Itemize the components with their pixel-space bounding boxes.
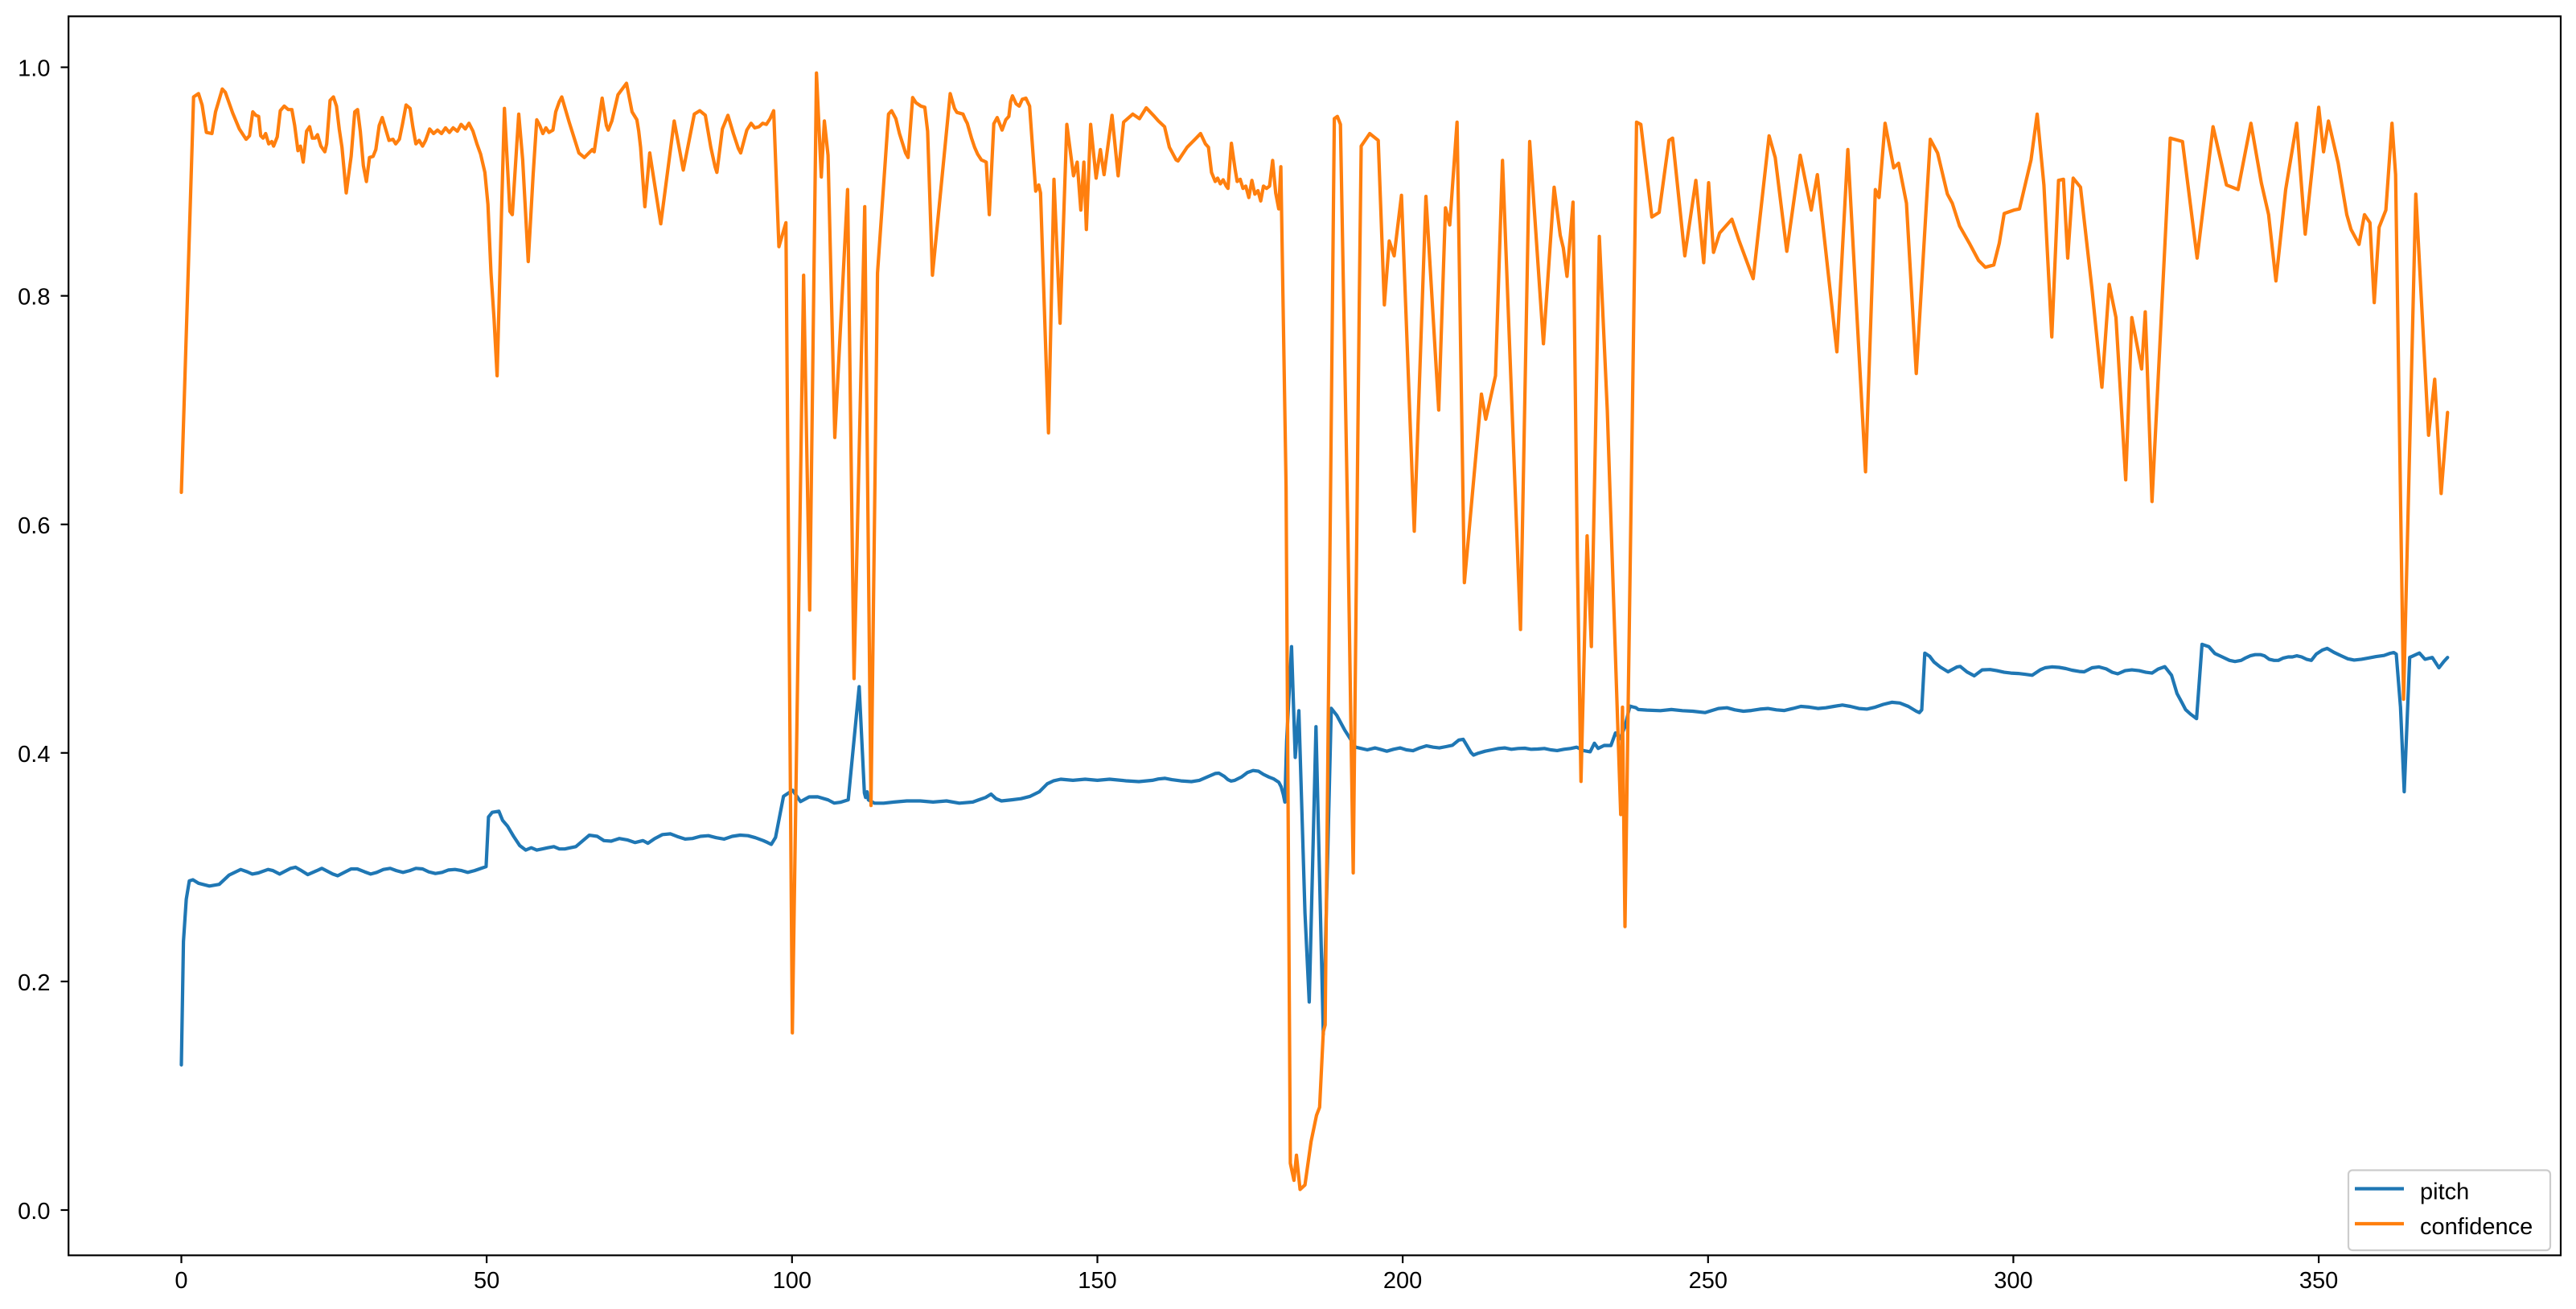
svg-text:0.0: 0.0 [18,1199,50,1225]
svg-text:0.4: 0.4 [18,742,50,768]
svg-text:pitch: pitch [2420,1179,2469,1205]
svg-text:0: 0 [175,1268,187,1294]
svg-text:150: 150 [1078,1268,1116,1294]
svg-text:200: 200 [1383,1268,1422,1294]
svg-text:300: 300 [1994,1268,2032,1294]
svg-text:350: 350 [2299,1268,2338,1294]
svg-text:confidence: confidence [2420,1214,2533,1240]
svg-text:0.8: 0.8 [18,285,50,311]
svg-text:1.0: 1.0 [18,56,50,82]
svg-text:250: 250 [1689,1268,1728,1294]
svg-text:0.2: 0.2 [18,970,50,996]
svg-text:0.6: 0.6 [18,513,50,539]
svg-text:50: 50 [474,1268,499,1294]
svg-text:100: 100 [773,1268,811,1294]
